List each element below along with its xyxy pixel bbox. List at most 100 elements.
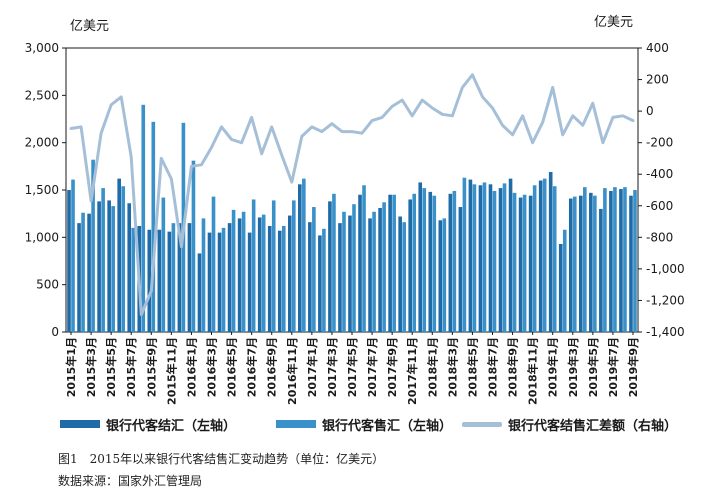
legend-label-balance: 银行代客结售汇差额（右轴） [508, 418, 678, 434]
x-tick-label: 2017年9月 [385, 337, 399, 397]
sale-bar [392, 194, 396, 332]
settlement-bar [528, 195, 533, 332]
right-tick-label: -1,400 [646, 325, 685, 339]
x-tick-label: 2017年11月 [405, 337, 419, 405]
right-tick-label: -200 [646, 136, 673, 150]
x-tick-label: 2015年1月 [64, 337, 78, 397]
settlement-bar [247, 232, 252, 332]
settlement-bar [589, 192, 593, 332]
right-tick-label: -400 [646, 167, 673, 181]
settlement-bar [478, 185, 483, 332]
sale-bar [603, 188, 607, 332]
settlement-bar [217, 232, 222, 332]
sale-bar [593, 195, 597, 332]
settlement-bar [107, 200, 111, 332]
settlement-bar [267, 225, 272, 332]
settlement-bar [77, 223, 81, 332]
x-tick-label: 2016年1月 [184, 337, 198, 397]
sale-bar [201, 218, 206, 332]
x-tick-label: 2017年5月 [345, 337, 359, 397]
sale-bar [302, 178, 306, 332]
settlement-bar [378, 207, 382, 332]
settlement-bar [117, 178, 121, 332]
settlement-bar [518, 197, 523, 332]
settlement-bar [448, 193, 453, 332]
sale-bar [161, 197, 166, 332]
sale-bar [583, 187, 587, 332]
legend-item-sale: 银行代客售汇（左轴） [276, 414, 452, 434]
sale-bar [141, 104, 146, 332]
x-tick-label: 2016年5月 [225, 337, 239, 397]
settlement-bar [127, 203, 132, 332]
sale-bar [81, 212, 85, 332]
x-tick-label: 2018年3月 [445, 337, 459, 397]
settlement-bar [368, 218, 372, 332]
settlement-bar [438, 220, 443, 332]
legend-item-balance: 银行代客结售汇差额（右轴） [462, 414, 677, 434]
sale-bar [251, 199, 256, 332]
settlement-bar [408, 199, 413, 332]
x-tick-label: 2018年7月 [485, 337, 499, 397]
combo-chart: 亿美元 亿美元 0 500 1,000 1,500 2,000 2,500 3,000 -1,… [25, 15, 685, 405]
bars [67, 104, 637, 332]
settlement-bar [428, 191, 433, 332]
x-tick-label: 2018年11月 [526, 337, 540, 405]
settlement-bar [298, 184, 302, 332]
right-unit-label: 亿美元 [594, 15, 633, 30]
settlement-bar [207, 232, 212, 332]
settlement-bar [177, 223, 182, 332]
x-tick-label: 2015年3月 [84, 337, 98, 397]
right-tick-label: 200 [646, 73, 669, 87]
x-tick-label: 2018年9月 [506, 337, 520, 397]
right-tick-label: 0 [646, 104, 654, 118]
sale-bar [312, 207, 316, 332]
settlement-bar [287, 215, 292, 332]
legend-item-settlement: 银行代客结汇（左轴） [60, 414, 236, 434]
right-tick-label: -600 [646, 199, 673, 213]
sale-bar [171, 223, 176, 332]
sale-bar [101, 188, 105, 332]
settlement-bar [87, 213, 91, 332]
settlement-bar [558, 243, 563, 332]
sale-bar [342, 211, 346, 332]
x-tick-label: 2018年5月 [465, 337, 479, 397]
sale-bar [111, 206, 115, 332]
sale-bar [502, 183, 507, 332]
settlement-bar [348, 215, 352, 332]
sale-bar [221, 227, 226, 332]
sale-bar [512, 192, 517, 332]
settlement-bar [568, 198, 573, 332]
x-tick-label: 2019年5月 [586, 337, 600, 397]
left-tick-label: 2,000 [25, 136, 59, 150]
sale-bar [271, 200, 276, 332]
settlement-bar [619, 189, 623, 332]
sale-bar [261, 214, 266, 332]
left-tick-label: 1,000 [25, 230, 59, 244]
x-tick-label: 2016年7月 [245, 337, 259, 397]
sale-bar [121, 186, 126, 332]
figure-caption: 图1 2015年以来银行代客结售汇变动趋势（单位：亿美元） [58, 452, 385, 466]
ticks: 0 500 1,000 1,500 2,000 2,500 3,000 -1,400 -1,20… [25, 41, 685, 405]
x-tick-label: 2019年3月 [566, 337, 580, 397]
settlement-bar [147, 229, 152, 332]
x-tick-label: 2017年3月 [325, 337, 339, 397]
balance-line [69, 73, 635, 317]
settlement-bar [508, 178, 513, 332]
x-tick-label: 2016年3月 [205, 337, 219, 397]
x-tick-label: 2018年1月 [425, 337, 439, 397]
sale-bar [372, 211, 376, 332]
sale-bar [322, 228, 326, 332]
left-tick-label: 1,500 [25, 183, 59, 197]
sale-bar [71, 179, 75, 332]
settlement-bar [67, 190, 71, 332]
sale-bar [291, 200, 296, 332]
left-tick-label: 500 [36, 278, 59, 292]
settlement-bar [237, 218, 242, 332]
right-tick-label: -1,000 [646, 262, 685, 276]
settlement-bar [328, 201, 332, 332]
sale-bar [191, 160, 196, 332]
left-tick-label: 2,500 [25, 88, 59, 102]
sale-bar [532, 185, 537, 332]
sale-bar [452, 190, 457, 332]
legend-swatch-settlement [60, 420, 100, 428]
